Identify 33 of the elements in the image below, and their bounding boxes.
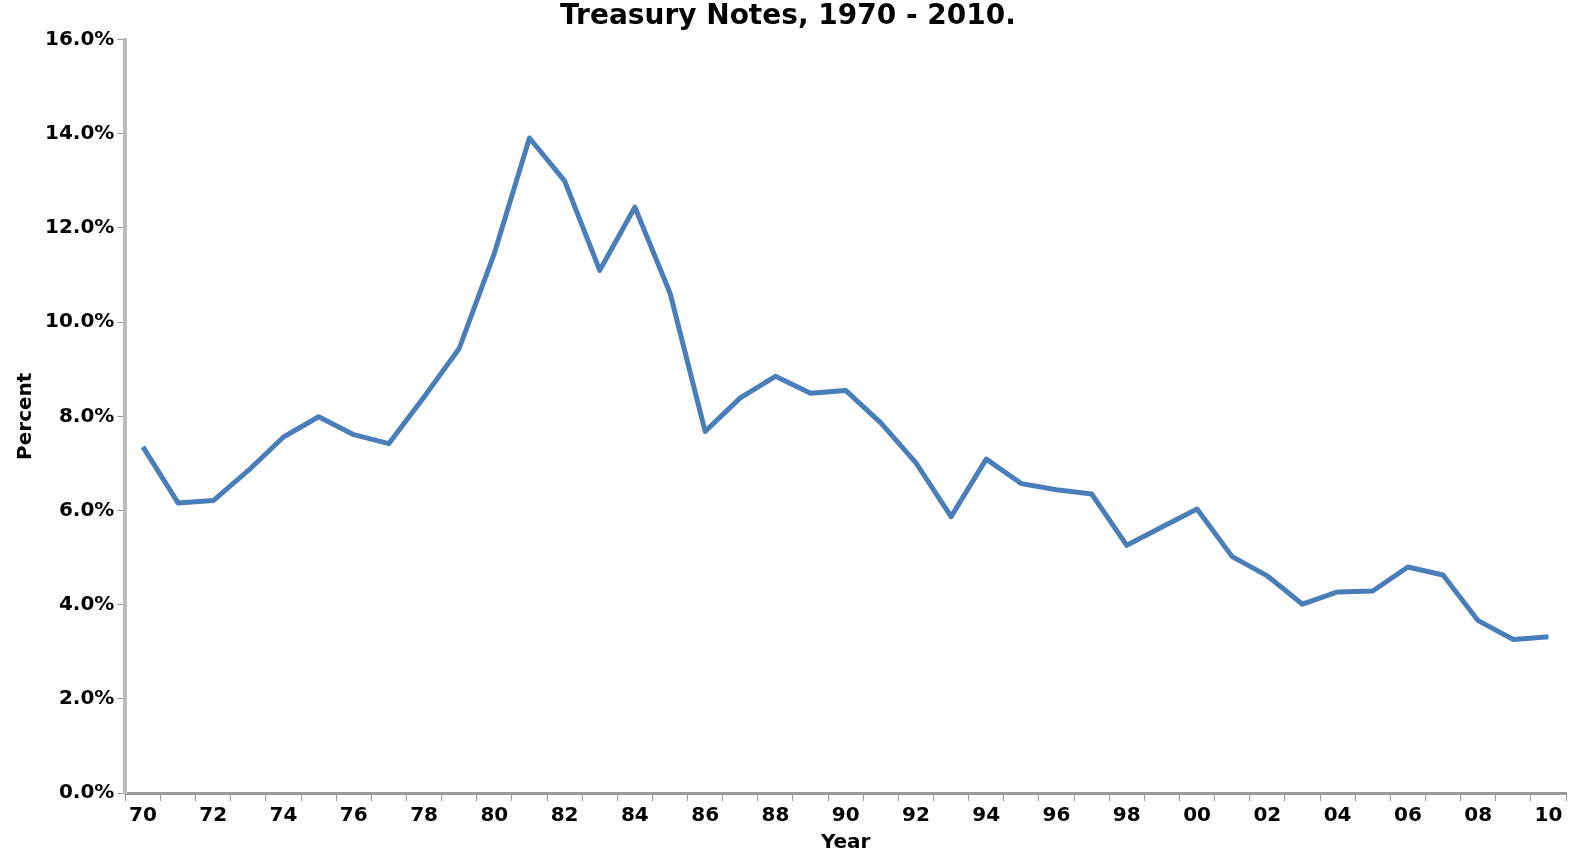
x-tick-label: 70 bbox=[129, 802, 157, 827]
x-tick-label: 10 bbox=[1534, 802, 1563, 827]
y-tick-label: 6.0% bbox=[58, 496, 115, 521]
y-axis-title: Percent bbox=[12, 372, 37, 460]
x-tick-label: 90 bbox=[831, 802, 860, 827]
y-tick-label: 10.0% bbox=[44, 308, 115, 333]
x-tick-label: 88 bbox=[761, 802, 790, 827]
y-tick-label: 2.0% bbox=[58, 685, 115, 710]
x-tick-label: 04 bbox=[1323, 802, 1352, 827]
y-tick-label: 14.0% bbox=[44, 119, 115, 144]
x-tick-label: 92 bbox=[902, 802, 930, 827]
x-tick-label: 86 bbox=[691, 802, 720, 827]
x-axis-title: Year bbox=[819, 829, 871, 854]
x-tick-label: 78 bbox=[410, 802, 438, 827]
x-tick-label: 80 bbox=[480, 802, 509, 827]
x-tick-label: 84 bbox=[620, 802, 649, 827]
y-tick-label: 16.0% bbox=[44, 25, 115, 50]
y-tick-label: 4.0% bbox=[58, 590, 115, 615]
x-tick-label: 08 bbox=[1464, 802, 1493, 827]
x-tick-label: 98 bbox=[1112, 802, 1141, 827]
y-tick-label: 12.0% bbox=[44, 214, 115, 239]
x-tick-label: 72 bbox=[199, 802, 228, 827]
x-tick-label: 02 bbox=[1253, 802, 1282, 827]
x-tick-label: 96 bbox=[1042, 802, 1071, 827]
x-tick-label: 74 bbox=[269, 802, 298, 827]
x-tick-label: 82 bbox=[550, 802, 579, 827]
x-tick-label: 00 bbox=[1183, 802, 1211, 827]
chart-title: Treasury Notes, 1970 - 2010. bbox=[560, 0, 1016, 32]
y-tick-label: 0.0% bbox=[58, 779, 115, 804]
x-tick-label: 76 bbox=[339, 802, 368, 827]
y-tick-label: 8.0% bbox=[58, 402, 115, 427]
x-tick-label: 06 bbox=[1393, 802, 1422, 827]
x-tick-label: 94 bbox=[972, 802, 1001, 827]
